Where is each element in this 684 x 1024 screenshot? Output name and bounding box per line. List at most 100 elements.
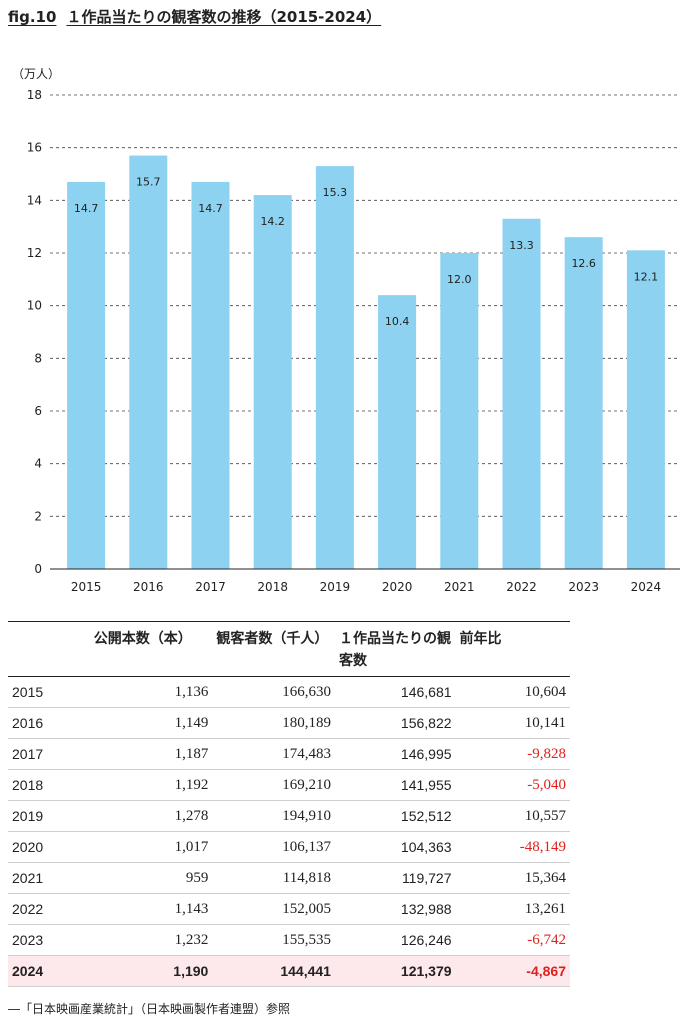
cell-yoy: 10,557	[455, 801, 570, 832]
table-row: 2021 959 114,818 119,727 15,364	[8, 863, 570, 894]
table-row: 2022 1,143 152,005 132,988 13,261	[8, 894, 570, 925]
table-header-year	[8, 621, 90, 677]
y-tick-label: 12	[27, 246, 42, 260]
cell-per-film: 126,246	[334, 925, 456, 956]
cell-releases: 1,232	[89, 925, 213, 956]
bar	[253, 195, 292, 570]
cell-year: 2022	[8, 894, 90, 925]
table-header-row: 公開本数（本） 観客者数（千人） １作品当たりの観客数 前年比	[8, 621, 570, 677]
cell-per-film: 119,727	[334, 863, 456, 894]
table-row: 2019 1,278 194,910 152,512 10,557	[8, 801, 570, 832]
cell-per-film: 152,512	[334, 801, 456, 832]
cell-per-film: 141,955	[334, 770, 456, 801]
y-tick-label: 14	[27, 193, 42, 207]
bar-value-label: 14.2	[260, 215, 285, 228]
cell-year: 2016	[8, 708, 90, 739]
cell-audience: 114,818	[212, 863, 335, 894]
x-tick-label: 2024	[631, 580, 662, 594]
bar-value-label: 15.3	[323, 186, 348, 199]
y-tick-label: 0	[34, 562, 42, 576]
cell-audience: 106,137	[212, 832, 335, 863]
table-row: 2016 1,149 180,189 156,822 10,141	[8, 708, 570, 739]
cell-per-film: 146,995	[334, 739, 456, 770]
y-tick-label: 10	[27, 299, 42, 313]
bar	[378, 295, 417, 569]
table-row: 2020 1,017 106,137 104,363 -48,149	[8, 832, 570, 863]
data-table: 公開本数（本） 観客者数（千人） １作品当たりの観客数 前年比 2015 1,13…	[8, 621, 570, 987]
cell-releases: 1,278	[89, 801, 213, 832]
cell-releases: 959	[89, 863, 213, 894]
x-tick-label: 2017	[195, 580, 226, 594]
bar	[502, 218, 541, 569]
cell-releases: 1,190	[89, 956, 213, 987]
y-tick-label: 16	[27, 141, 42, 155]
cell-audience: 174,483	[212, 739, 335, 770]
table-row: 2018 1,192 169,210 141,955 -5,040	[8, 770, 570, 801]
cell-audience: 155,535	[212, 925, 335, 956]
cell-releases: 1,149	[89, 708, 213, 739]
table-row: 2017 1,187 174,483 146,995 -9,828	[8, 739, 570, 770]
bar-value-label: 12.0	[447, 273, 472, 286]
cell-yoy: -6,742	[455, 925, 570, 956]
x-tick-label: 2022	[506, 580, 537, 594]
figure-title-text: １作品当たりの観客数の推移（2015-2024）	[66, 8, 382, 26]
y-tick-label: 4	[34, 457, 42, 471]
cell-year: 2023	[8, 925, 90, 956]
bar	[129, 155, 168, 570]
cell-per-film: 156,822	[334, 708, 456, 739]
y-tick-label: 2	[34, 509, 42, 523]
cell-per-film: 121,379	[334, 956, 456, 987]
cell-per-film: 146,681	[334, 677, 456, 708]
cell-yoy: 10,141	[455, 708, 570, 739]
bar	[440, 253, 479, 569]
table-row: 2023 1,232 155,535 126,246 -6,742	[8, 925, 570, 956]
table-header-per-film: １作品当たりの観客数	[334, 621, 456, 677]
cell-releases: 1,017	[89, 832, 213, 863]
x-tick-label: 2019	[320, 580, 351, 594]
cell-yoy: 10,604	[455, 677, 570, 708]
x-tick-label: 2015	[71, 580, 102, 594]
table-header-yoy: 前年比	[455, 621, 570, 677]
cell-yoy: 13,261	[455, 894, 570, 925]
x-tick-label: 2023	[568, 580, 599, 594]
x-tick-label: 2021	[444, 580, 475, 594]
cell-year: 2021	[8, 863, 90, 894]
x-tick-label: 2016	[133, 580, 164, 594]
cell-yoy: -5,040	[455, 770, 570, 801]
cell-audience: 169,210	[212, 770, 335, 801]
cell-audience: 144,441	[212, 956, 335, 987]
bar	[315, 166, 354, 569]
cell-yoy: -4,867	[455, 956, 570, 987]
figure-title: fig.10 １作品当たりの観客数の推移（2015-2024）	[8, 6, 381, 27]
cell-yoy: -48,149	[455, 832, 570, 863]
cell-year: 2019	[8, 801, 90, 832]
table-header-releases: 公開本数（本）	[89, 621, 213, 677]
bar	[67, 181, 106, 569]
cell-year: 2020	[8, 832, 90, 863]
cell-year: 2018	[8, 770, 90, 801]
source-note: ―「日本映画産業統計」（日本映画製作者連盟）参照	[8, 1002, 291, 1016]
table-header-audience: 観客者数（千人）	[212, 621, 335, 677]
cell-per-film: 132,988	[334, 894, 456, 925]
table-row: 2024 1,190 144,441 121,379 -4,867	[8, 956, 570, 987]
bar-value-label: 12.1	[634, 270, 659, 283]
cell-per-film: 104,363	[334, 832, 456, 863]
y-tick-label: 6	[34, 404, 42, 418]
bar	[626, 250, 665, 569]
cell-audience: 166,630	[212, 677, 335, 708]
cell-audience: 152,005	[212, 894, 335, 925]
y-tick-label: 8	[34, 351, 42, 365]
cell-releases: 1,136	[89, 677, 213, 708]
bar	[191, 181, 230, 569]
x-tick-label: 2020	[382, 580, 413, 594]
cell-releases: 1,143	[89, 894, 213, 925]
table-row: 2015 1,136 166,630 146,681 10,604	[8, 677, 570, 708]
cell-year: 2015	[8, 677, 90, 708]
bar-value-label: 14.7	[74, 202, 99, 215]
bar-value-label: 14.7	[198, 202, 223, 215]
x-tick-label: 2018	[257, 580, 288, 594]
bar-value-label: 15.7	[136, 176, 161, 189]
cell-yoy: -9,828	[455, 739, 570, 770]
cell-releases: 1,192	[89, 770, 213, 801]
cell-audience: 180,189	[212, 708, 335, 739]
